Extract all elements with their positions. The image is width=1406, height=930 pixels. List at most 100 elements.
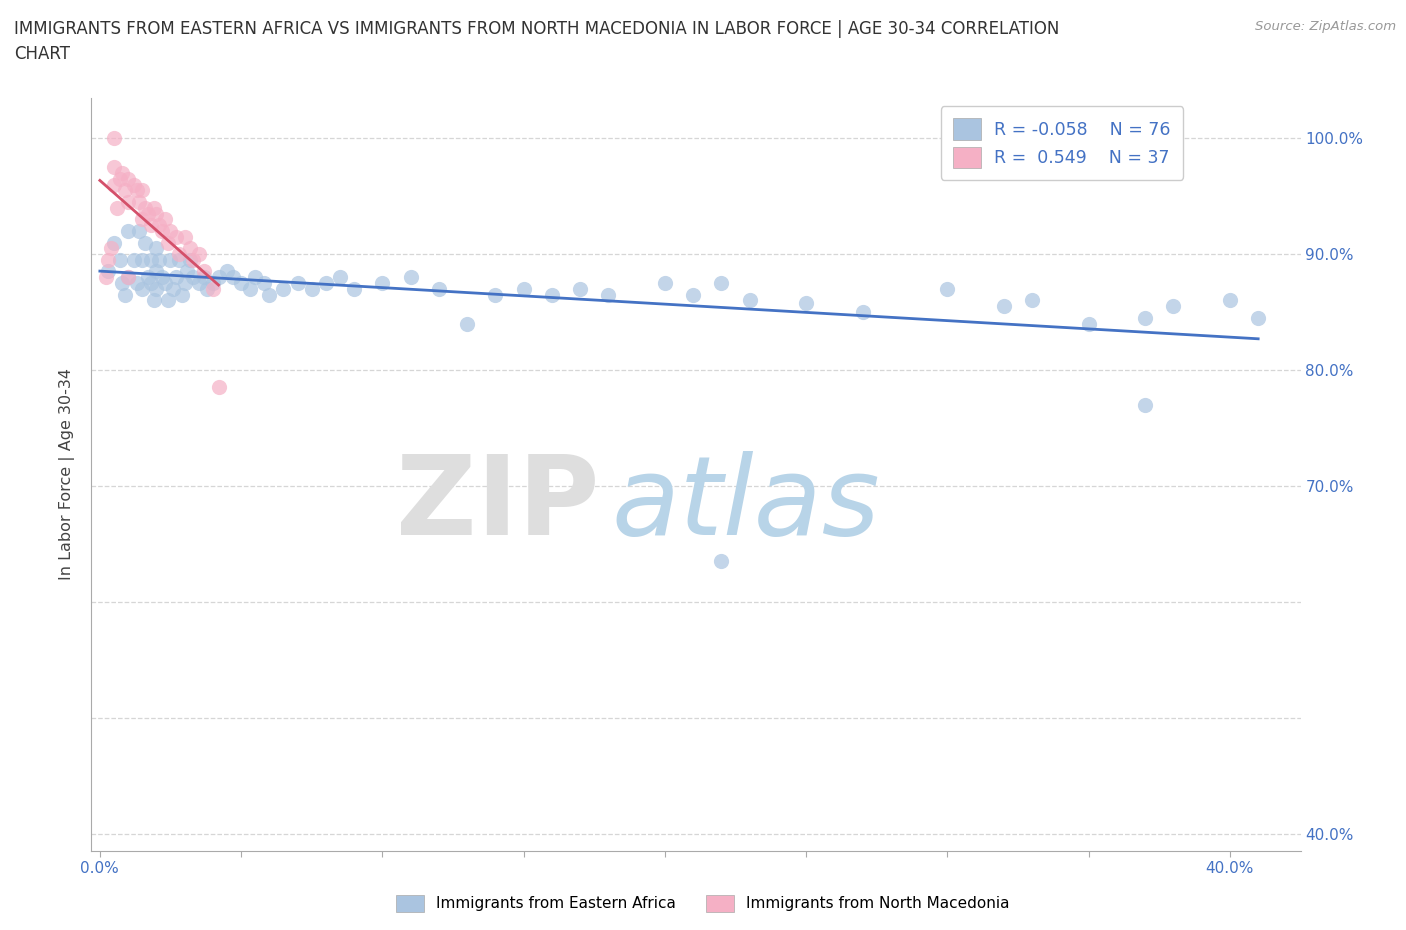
- Point: [131, 183, 153, 198]
- Point: [139, 252, 162, 267]
- Point: [273, 282, 295, 297]
- Point: [122, 177, 145, 192]
- Point: [794, 296, 817, 311]
- Point: [145, 241, 167, 256]
- Point: [173, 275, 195, 290]
- Point: [153, 275, 176, 290]
- Point: [187, 275, 209, 290]
- Point: [145, 282, 167, 297]
- Point: [148, 218, 170, 232]
- Point: [315, 275, 337, 290]
- Point: [259, 287, 281, 302]
- Point: [201, 282, 224, 297]
- Point: [150, 223, 173, 238]
- Point: [456, 316, 478, 331]
- Point: [117, 194, 139, 209]
- Point: [131, 282, 153, 297]
- Point: [103, 131, 125, 146]
- Point: [114, 287, 136, 302]
- Point: [142, 293, 165, 308]
- Y-axis label: In Labor Force | Age 30-34: In Labor Force | Age 30-34: [59, 368, 76, 580]
- Point: [136, 206, 159, 221]
- Point: [215, 264, 238, 279]
- Point: [195, 282, 218, 297]
- Point: [111, 166, 134, 180]
- Point: [114, 183, 136, 198]
- Point: [159, 252, 181, 267]
- Point: [131, 212, 153, 227]
- Point: [1077, 316, 1099, 331]
- Point: [128, 223, 150, 238]
- Point: [1133, 397, 1156, 412]
- Point: [148, 252, 170, 267]
- Point: [128, 194, 150, 209]
- Point: [541, 287, 564, 302]
- Point: [167, 252, 190, 267]
- Point: [343, 282, 366, 297]
- Point: [134, 200, 156, 215]
- Point: [105, 200, 128, 215]
- Legend: R = -0.058    N = 76, R =  0.549    N = 37: R = -0.058 N = 76, R = 0.549 N = 37: [941, 106, 1182, 179]
- Point: [131, 252, 153, 267]
- Point: [1163, 299, 1185, 313]
- Point: [993, 299, 1015, 313]
- Point: [108, 171, 131, 186]
- Point: [207, 380, 229, 395]
- Text: CHART: CHART: [14, 45, 70, 62]
- Point: [936, 282, 959, 297]
- Point: [139, 275, 162, 290]
- Point: [738, 293, 761, 308]
- Point: [710, 275, 733, 290]
- Point: [125, 183, 148, 198]
- Point: [97, 264, 120, 279]
- Point: [125, 275, 148, 290]
- Point: [122, 252, 145, 267]
- Text: Source: ZipAtlas.com: Source: ZipAtlas.com: [1256, 20, 1396, 33]
- Point: [181, 252, 204, 267]
- Point: [165, 270, 187, 285]
- Point: [167, 246, 190, 261]
- Point: [117, 270, 139, 285]
- Point: [159, 223, 181, 238]
- Point: [301, 282, 323, 297]
- Point: [193, 264, 215, 279]
- Point: [207, 270, 229, 285]
- Point: [165, 230, 187, 245]
- Point: [162, 282, 184, 297]
- Point: [682, 287, 704, 302]
- Text: atlas: atlas: [612, 451, 880, 558]
- Point: [103, 177, 125, 192]
- Point: [134, 235, 156, 250]
- Point: [103, 160, 125, 175]
- Point: [654, 275, 676, 290]
- Point: [97, 252, 120, 267]
- Point: [136, 270, 159, 285]
- Point: [193, 270, 215, 285]
- Point: [399, 270, 422, 285]
- Point: [117, 171, 139, 186]
- Point: [117, 223, 139, 238]
- Point: [484, 287, 506, 302]
- Point: [710, 553, 733, 568]
- Point: [173, 230, 195, 245]
- Point: [156, 235, 179, 250]
- Point: [253, 275, 276, 290]
- Point: [221, 270, 243, 285]
- Point: [139, 218, 162, 232]
- Point: [1247, 311, 1270, 325]
- Point: [179, 241, 201, 256]
- Point: [170, 287, 193, 302]
- Point: [427, 282, 450, 297]
- Point: [245, 270, 267, 285]
- Text: ZIP: ZIP: [396, 451, 599, 558]
- Point: [108, 252, 131, 267]
- Point: [187, 246, 209, 261]
- Point: [371, 275, 394, 290]
- Point: [145, 264, 167, 279]
- Point: [156, 293, 179, 308]
- Point: [94, 270, 117, 285]
- Point: [103, 235, 125, 250]
- Point: [1133, 311, 1156, 325]
- Point: [142, 200, 165, 215]
- Point: [100, 241, 122, 256]
